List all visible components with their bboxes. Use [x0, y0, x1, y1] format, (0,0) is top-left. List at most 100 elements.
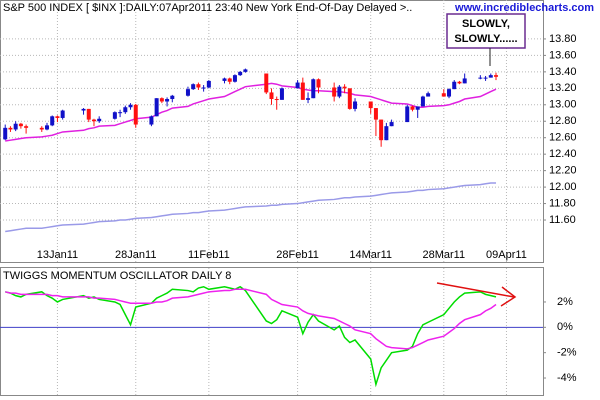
x-tick-label: 28Feb11 — [276, 249, 319, 261]
candle-body — [332, 87, 337, 97]
y-tick-label: 2% — [557, 296, 573, 308]
candle-body — [97, 118, 102, 122]
candle-body — [306, 98, 311, 100]
candle-body — [227, 78, 232, 82]
candle-body — [478, 77, 483, 79]
candle-body — [405, 106, 410, 123]
candle-body — [353, 101, 358, 109]
candle-body — [60, 110, 65, 118]
y-tick-label: 11.80 — [549, 197, 576, 209]
candle-body — [379, 119, 384, 141]
oscillator-line — [5, 285, 497, 388]
candle-body — [483, 77, 488, 79]
candle-body — [91, 119, 96, 122]
candle-body — [494, 75, 499, 77]
candle-body — [389, 122, 394, 127]
x-tick-label: 28Mar11 — [422, 249, 465, 261]
y-tick-label: -4% — [557, 372, 577, 384]
candle-body — [420, 96, 425, 107]
candle-body — [373, 108, 378, 120]
x-tick-label: 14Mar11 — [349, 249, 392, 261]
annotation-box — [446, 13, 526, 49]
trend-arrow — [436, 282, 517, 307]
chart-title: S&P 500 INDEX [ $INX ]:DAILY:07Apr2011 2… — [3, 2, 412, 14]
candle-body — [462, 78, 467, 84]
y-tick-label: 12.00 — [549, 181, 577, 193]
y-tick-label: 13.80 — [549, 33, 577, 45]
arrow-shaft — [436, 282, 515, 298]
candle-body — [347, 88, 352, 109]
y-tick-label: 12.80 — [549, 115, 577, 127]
candle-body — [311, 79, 316, 99]
candle-body — [295, 82, 300, 89]
candle-body — [133, 104, 138, 125]
arrow-head — [500, 286, 517, 307]
candle-body — [3, 127, 8, 140]
candle-body — [410, 106, 415, 110]
y-tick-label: 13.60 — [549, 49, 577, 61]
y-tick-label: 12.60 — [549, 132, 577, 144]
oscillator-title: TWIGGS MOMENTUM OSCILLATOR DAILY 8 — [3, 270, 231, 282]
candle-body — [368, 101, 373, 109]
candle-body — [8, 127, 13, 130]
oscillator-panel-frame — [0, 267, 544, 396]
candle-body — [55, 116, 60, 118]
candle-body — [24, 126, 29, 128]
candle-body — [165, 99, 170, 102]
candle-body — [264, 73, 269, 93]
y-tick-label: 12.20 — [549, 165, 577, 177]
candle-body — [86, 108, 91, 120]
candle-body — [50, 116, 55, 126]
candle-body — [149, 116, 154, 125]
candle-body — [18, 123, 23, 127]
candle-body — [238, 71, 243, 76]
candle-body — [457, 81, 462, 84]
annotation: SLOWLY...... — [454, 33, 517, 45]
candle-body — [488, 75, 493, 78]
candle-body — [185, 89, 190, 96]
candle-body — [159, 98, 164, 102]
price-panel-frame — [0, 0, 544, 263]
candle-body — [201, 87, 206, 89]
candle-body — [191, 84, 196, 90]
candle-body — [123, 107, 128, 113]
y-tick-label: 13.40 — [549, 66, 577, 78]
oscillator-line — [5, 288, 497, 350]
annotation: SLOWLY, — [462, 18, 510, 30]
candle-body — [426, 93, 431, 97]
candle-body — [44, 125, 49, 130]
candle-body — [452, 81, 457, 90]
source: www.incrediblecharts.com — [454, 2, 594, 14]
y-tick-label: -2% — [557, 347, 577, 359]
candle-body — [232, 75, 237, 82]
y-tick-label: 0% — [557, 321, 573, 333]
candle-body — [243, 69, 248, 72]
candle-body — [337, 86, 342, 97]
candle-body — [415, 106, 420, 110]
candle-body — [447, 89, 452, 97]
candle-body — [128, 104, 133, 108]
candle-body — [441, 93, 446, 97]
candle-body — [206, 80, 211, 88]
moving-average — [5, 182, 497, 233]
y-tick-label: 11.60 — [549, 214, 576, 226]
candle-body — [279, 88, 284, 100]
candle-body — [316, 79, 321, 88]
candle-body — [384, 126, 389, 141]
x-tick-label: 13Jan11 — [37, 249, 78, 261]
candle-body — [342, 86, 347, 89]
candle-body — [274, 99, 279, 101]
candle-body — [81, 108, 86, 111]
x-tick-label: 09Apr11 — [486, 249, 527, 261]
plot-layer: 11.60 11.80 12.00 12.20 12.40 12.60 12.80 13.00… — [0, 0, 577, 395]
y-tick-label: 13.00 — [549, 99, 577, 111]
candle-body — [300, 82, 305, 100]
candle-body — [154, 98, 159, 117]
candle-body — [196, 84, 201, 88]
candle-body — [170, 95, 175, 100]
y-tick-label: 12.40 — [549, 148, 577, 160]
candle-body — [112, 112, 117, 119]
candle-body — [13, 123, 18, 130]
